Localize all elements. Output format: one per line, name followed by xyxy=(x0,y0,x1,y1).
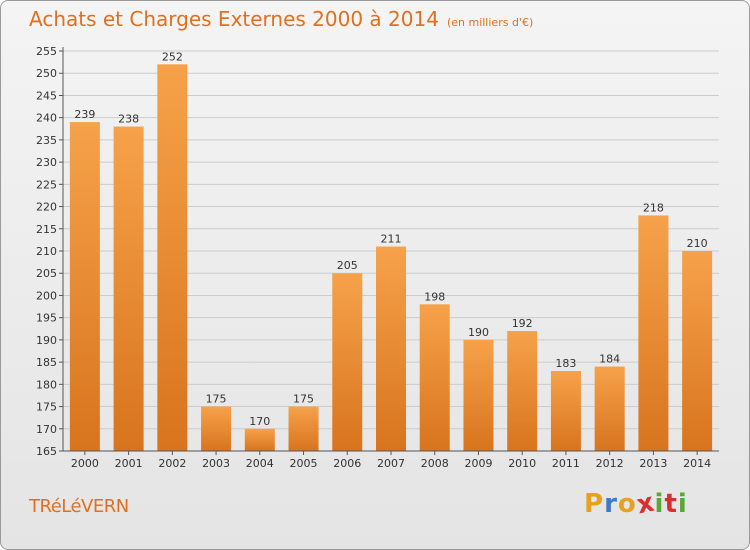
value-label-2001: 238 xyxy=(118,113,139,126)
value-label-2008: 198 xyxy=(424,290,445,303)
value-label-2009: 190 xyxy=(468,326,489,339)
x-tick-label-2003: 2003 xyxy=(202,457,230,470)
bar-2005 xyxy=(288,406,319,451)
value-label-2006: 205 xyxy=(337,259,358,272)
chart-subtitle: (en milliers d'€) xyxy=(446,16,534,29)
x-tick-label-2001: 2001 xyxy=(115,457,143,470)
bars xyxy=(69,64,713,452)
proxiti-logo[interactable]: Proxiti xyxy=(584,487,688,520)
value-label-2007: 211 xyxy=(381,233,402,246)
value-label-2014: 210 xyxy=(687,237,708,250)
x-tick-label-2000: 2000 xyxy=(71,457,99,470)
y-tick-label: 255 xyxy=(36,45,57,58)
x-tick-label-2002: 2002 xyxy=(158,457,186,470)
y-tick-label: 225 xyxy=(36,178,57,191)
y-tick-label: 170 xyxy=(36,423,57,436)
bar-2011 xyxy=(550,371,581,451)
x-tick-label-2004: 2004 xyxy=(246,457,274,470)
x-axis-ticks: 2000 2001 2002 2003 2004 2005 2006 2007 2008 2009… xyxy=(71,451,711,470)
x-tick-label-2007: 2007 xyxy=(377,457,405,470)
bar-2014 xyxy=(682,251,713,451)
city-name: TRéLéVERN xyxy=(29,496,129,517)
bar-2013 xyxy=(638,215,669,451)
y-tick-label: 200 xyxy=(36,289,57,302)
y-tick-label: 230 xyxy=(36,156,57,169)
value-label-2000: 239 xyxy=(74,108,95,121)
bar-2012 xyxy=(594,366,625,451)
bar-2006 xyxy=(332,273,363,451)
y-tick-label: 195 xyxy=(36,312,57,325)
logo-letter: i xyxy=(654,489,665,519)
x-tick-label-2012: 2012 xyxy=(596,457,624,470)
logo-letter: t xyxy=(664,489,678,519)
value-label-2012: 184 xyxy=(599,353,620,366)
x-tick-label-2006: 2006 xyxy=(333,457,361,470)
bar-2001 xyxy=(113,126,144,452)
y-tick-label: 210 xyxy=(36,245,57,258)
y-axis-ticks: 165 170 175 180 185 190 195 200 205 210 215 220 225 2… xyxy=(36,45,63,458)
y-tick-label: 235 xyxy=(36,134,57,147)
x-tick-label-2009: 2009 xyxy=(464,457,492,470)
bar-2008 xyxy=(419,304,450,451)
bar-2002 xyxy=(157,64,188,452)
y-tick-label: 165 xyxy=(36,445,57,458)
x-tick-label-2008: 2008 xyxy=(421,457,449,470)
y-tick-label: 240 xyxy=(36,112,57,125)
y-tick-label: 180 xyxy=(36,378,57,391)
logo-letter: i xyxy=(677,489,688,519)
value-labels: 239 238 252 175 170 175 205 211 198 190 192 183 184 2… xyxy=(74,50,707,427)
chart-title-text: Achats et Charges Externes 2000 à 2014 xyxy=(29,7,439,31)
bar-2007 xyxy=(376,246,406,451)
x-tick-label-2013: 2013 xyxy=(639,457,667,470)
bar-2004 xyxy=(244,428,275,451)
bar-2003 xyxy=(201,406,232,451)
y-tick-label: 250 xyxy=(36,67,57,80)
chart-title: Achats et Charges Externes 2000 à 2014 (e… xyxy=(29,7,533,31)
bar-2010 xyxy=(507,331,538,451)
value-label-2005: 175 xyxy=(293,393,314,406)
bar-2000 xyxy=(69,122,100,451)
x-tick-label-2014: 2014 xyxy=(683,457,711,470)
value-label-2011: 183 xyxy=(555,357,576,370)
value-label-2004: 170 xyxy=(249,415,270,428)
y-tick-label: 190 xyxy=(36,334,57,347)
x-tick-label-2010: 2010 xyxy=(508,457,536,470)
logo-letter: P xyxy=(584,489,605,519)
value-label-2010: 192 xyxy=(512,317,533,330)
value-label-2002: 252 xyxy=(162,50,183,63)
logo-letter: r xyxy=(604,489,618,519)
x-tick-label-2011: 2011 xyxy=(552,457,580,470)
y-tick-label: 175 xyxy=(36,401,57,414)
value-label-2003: 175 xyxy=(206,393,227,406)
value-label-2013: 218 xyxy=(643,201,664,214)
y-tick-label: 215 xyxy=(36,223,57,236)
y-tick-label: 205 xyxy=(36,267,57,280)
y-tick-label: 245 xyxy=(36,89,57,102)
logo-letter: o xyxy=(617,489,637,519)
bar-2009 xyxy=(463,339,494,451)
y-tick-label: 220 xyxy=(36,201,57,214)
x-tick-label-2005: 2005 xyxy=(290,457,318,470)
y-tick-label: 185 xyxy=(36,356,57,369)
